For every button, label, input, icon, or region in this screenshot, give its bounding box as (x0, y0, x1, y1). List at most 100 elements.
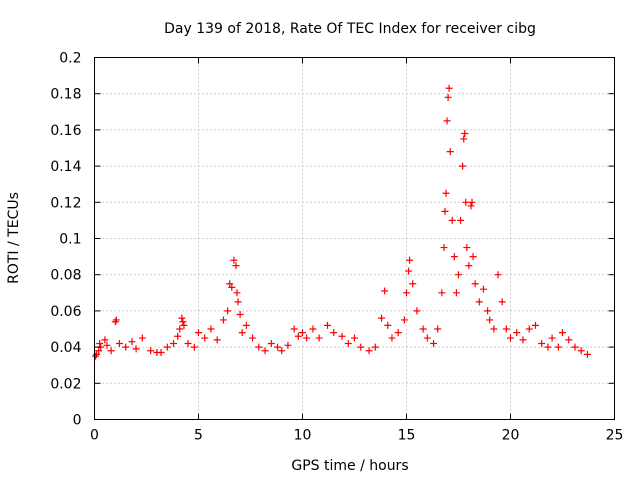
data-point (471, 280, 479, 288)
data-point (519, 336, 527, 344)
data-point (101, 336, 109, 344)
data-point (107, 347, 115, 355)
data-point (219, 316, 227, 324)
data-point (290, 325, 298, 333)
data-point (403, 289, 410, 297)
data-point (463, 244, 471, 252)
data-point (468, 198, 476, 206)
data-point (230, 256, 238, 264)
data-point (388, 334, 396, 342)
data-point (548, 334, 556, 342)
data-point (448, 216, 456, 224)
data-point (284, 341, 292, 349)
data-point (278, 347, 286, 355)
data-point (365, 347, 373, 355)
data-point (498, 298, 506, 306)
chart-title: Day 139 of 2018, Rate Of TEC Index for r… (164, 21, 536, 37)
data-point (455, 271, 462, 279)
data-point (201, 334, 209, 342)
data-point (228, 283, 236, 291)
data-point (490, 325, 498, 333)
data-point (371, 343, 379, 351)
y-tick-label: 0.04 (50, 340, 81, 356)
data-point (274, 343, 282, 351)
data-point (384, 321, 392, 329)
data-point (465, 262, 473, 270)
data-point (583, 350, 591, 358)
data-point (577, 347, 585, 355)
x-tick-label: 10 (294, 428, 312, 444)
data-point (315, 334, 323, 342)
data-point (115, 339, 123, 347)
y-tick-label: 0.18 (50, 87, 81, 103)
data-point (157, 349, 165, 357)
data-point (224, 307, 232, 315)
data-point (443, 117, 451, 125)
data-point (486, 316, 494, 324)
data-point (469, 253, 477, 261)
data-point (559, 329, 566, 337)
y-tick-label: 0.14 (50, 159, 81, 175)
data-point (531, 321, 539, 329)
data-point (430, 339, 438, 347)
data-point (381, 287, 389, 295)
data-point (236, 311, 244, 319)
data-point (441, 207, 449, 215)
data-point (554, 343, 562, 351)
data-point (462, 198, 470, 206)
data-point (445, 84, 453, 92)
data-point (571, 343, 579, 351)
y-tick-label: 0.06 (50, 304, 81, 320)
data-point (400, 316, 408, 324)
data-point (438, 289, 446, 297)
data-point (338, 332, 346, 340)
data-point (459, 162, 467, 170)
data-point (460, 135, 468, 143)
data-point (484, 307, 492, 315)
data-point (170, 339, 178, 347)
y-tick-label: 0.08 (50, 268, 81, 284)
data-point (122, 343, 130, 351)
data-point (303, 334, 311, 342)
data-point (494, 271, 502, 279)
x-tick-label: 0 (90, 428, 99, 444)
data-point (255, 343, 263, 351)
data-point (444, 93, 452, 101)
data-point (423, 334, 431, 342)
data-point (179, 318, 187, 326)
data-point (184, 339, 192, 347)
data-point (294, 332, 302, 340)
data-point (450, 253, 458, 261)
data-point (176, 325, 184, 333)
data-point (457, 216, 465, 224)
data-point (95, 347, 103, 355)
data-point (299, 329, 306, 337)
data-point (479, 285, 487, 293)
data-point (249, 334, 257, 342)
data-point (92, 352, 100, 360)
data-point (475, 298, 483, 306)
data-point (452, 289, 460, 297)
y-axis: 0 0.02 0.04 0.06 0.08 0.1 0.12 0.14 0.16 0.18 0.2 (50, 51, 615, 429)
data-point (525, 325, 533, 333)
data-point (232, 262, 240, 270)
data-point (207, 325, 215, 333)
x-axis: 0 5 10 15 20 25 (90, 57, 623, 444)
data-point (378, 314, 386, 322)
data-point (242, 321, 250, 329)
data-point (112, 316, 120, 324)
data-point (180, 321, 188, 329)
data-point (233, 289, 241, 297)
y-tick-label: 0.2 (59, 51, 81, 67)
data-point (442, 189, 450, 197)
data-point (330, 329, 338, 337)
data-point (234, 298, 242, 306)
data-point (440, 244, 448, 252)
data-points (92, 84, 591, 360)
x-axis-label: GPS time / hours (291, 458, 408, 474)
data-point (461, 130, 469, 138)
data-point (238, 329, 246, 337)
data-point (132, 345, 140, 353)
data-point (226, 280, 234, 288)
